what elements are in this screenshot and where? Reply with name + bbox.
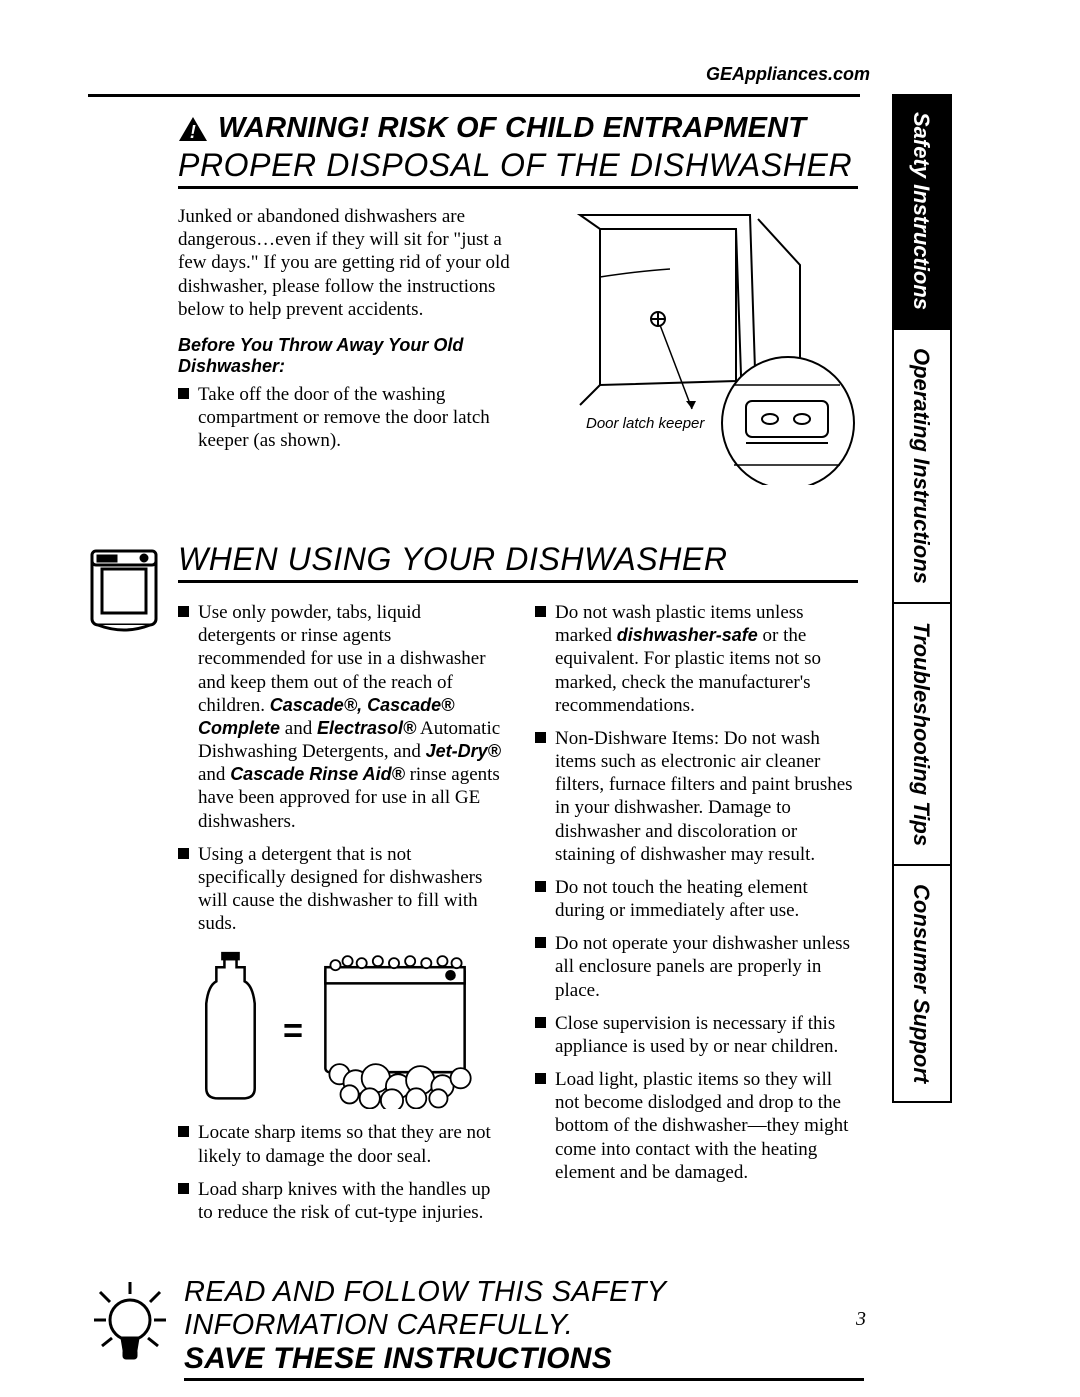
right-bullet-1: Do not wash plastic items unless marked … <box>535 601 858 717</box>
footer-notice: READ AND FOLLOW THIS SAFETY INFORMATION … <box>88 1276 860 1381</box>
lb1-b: and <box>280 718 317 739</box>
suds-figure: = <box>178 945 501 1107</box>
lb1-br3: Jet-Dry® <box>426 741 501 761</box>
main-content: ! WARNING! RISK OF CHILD ENTRAPMENT PROP… <box>88 112 860 1381</box>
door-latch-diagram: Door latch keeper <box>540 205 860 485</box>
using-dishwasher-section: WHEN USING YOUR DISHWASHER Use only powd… <box>88 541 860 1234</box>
warning-section: ! WARNING! RISK OF CHILD ENTRAPMENT PROP… <box>178 112 860 485</box>
disposal-text-col: Junked or abandoned dishwashers are dang… <box>178 205 512 485</box>
dishwasher-icon <box>88 547 160 633</box>
right-bullet-6: Load light, plastic items so they will n… <box>535 1068 858 1184</box>
right-bullet-5: Close supervision is necessary if this a… <box>535 1012 858 1058</box>
rb1-b: dishwasher-safe <box>617 625 758 645</box>
top-rule <box>88 94 860 97</box>
page-number: 3 <box>856 1308 866 1331</box>
disposal-intro: Junked or abandoned dishwashers are dang… <box>178 205 512 321</box>
latch-diagram-svg <box>540 205 860 485</box>
lb1-br4: Cascade Rinse Aid® <box>230 764 405 784</box>
using-left-col: Use only powder, tabs, liquid detergents… <box>178 595 501 1234</box>
lb1-d: and <box>198 764 230 785</box>
warning-title-text: WARNING! RISK OF CHILD ENTRAPMENT <box>218 112 806 145</box>
warning-title: ! WARNING! RISK OF CHILD ENTRAPMENT <box>178 112 860 145</box>
equals-sign: = <box>283 1012 303 1050</box>
left-bullet-1: Use only powder, tabs, liquid detergents… <box>178 601 501 833</box>
tab-safety[interactable]: Safety Instructions <box>892 94 952 330</box>
disposal-subtitle: PROPER DISPOSAL OF THE DISHWASHER <box>178 147 858 189</box>
svg-text:!: ! <box>190 122 196 142</box>
left-bullet-2: Using a detergent that is not specifical… <box>178 843 501 936</box>
right-bullet-2: Non-Dishware Items: Do not wash items su… <box>535 727 858 866</box>
tab-troubleshooting[interactable]: Troubleshooting Tips <box>892 604 952 866</box>
notice-line1: READ AND FOLLOW THIS SAFETY INFORMATION … <box>184 1276 864 1342</box>
lightbulb-icon <box>88 1276 166 1368</box>
lb1-br2: Electrasol® <box>317 718 416 738</box>
right-bullet-4: Do not operate your dishwasher unless al… <box>535 932 858 1002</box>
disposal-bullet-1: Take off the door of the washing compart… <box>178 383 512 453</box>
disposal-subhead: Before You Throw Away Your Old Dishwashe… <box>178 335 512 377</box>
using-right-col: Do not wash plastic items unless marked … <box>535 595 858 1234</box>
notice-line2: SAVE THESE INSTRUCTIONS <box>184 1342 864 1381</box>
tab-consumer-support[interactable]: Consumer Support <box>892 866 952 1103</box>
diagram-label: Door latch keeper <box>586 415 704 432</box>
right-bullet-3: Do not touch the heating element during … <box>535 876 858 922</box>
left-bullet-4: Load sharp knives with the handles up to… <box>178 1178 501 1224</box>
notice-text: READ AND FOLLOW THIS SAFETY INFORMATION … <box>184 1276 864 1381</box>
using-title: WHEN USING YOUR DISHWASHER <box>178 541 858 583</box>
side-tabs: Safety Instructions Operating Instructio… <box>892 94 952 1103</box>
left-bullet-3: Locate sharp items so that they are not … <box>178 1121 501 1167</box>
warning-triangle-icon: ! <box>178 116 208 142</box>
tab-operating[interactable]: Operating Instructions <box>892 330 952 604</box>
header-url: GEAppliances.com <box>706 64 870 85</box>
